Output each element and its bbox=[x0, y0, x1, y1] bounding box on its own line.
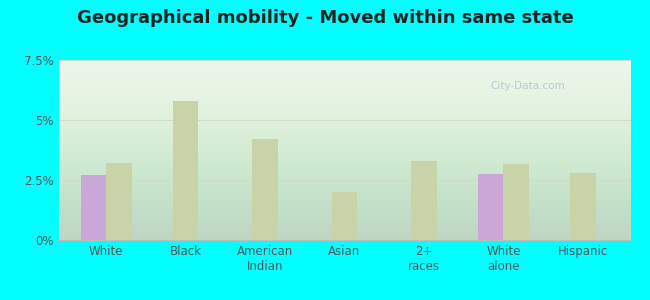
Bar bbox=[332, 192, 358, 240]
Bar bbox=[503, 164, 529, 240]
Bar bbox=[478, 174, 503, 240]
Bar bbox=[106, 163, 131, 240]
Bar bbox=[252, 139, 278, 240]
Bar bbox=[81, 175, 106, 240]
Text: City-Data.com: City-Data.com bbox=[491, 81, 566, 91]
Bar bbox=[411, 161, 437, 240]
Bar bbox=[173, 101, 198, 240]
Text: Geographical mobility - Moved within same state: Geographical mobility - Moved within sam… bbox=[77, 9, 573, 27]
Bar bbox=[570, 173, 595, 240]
